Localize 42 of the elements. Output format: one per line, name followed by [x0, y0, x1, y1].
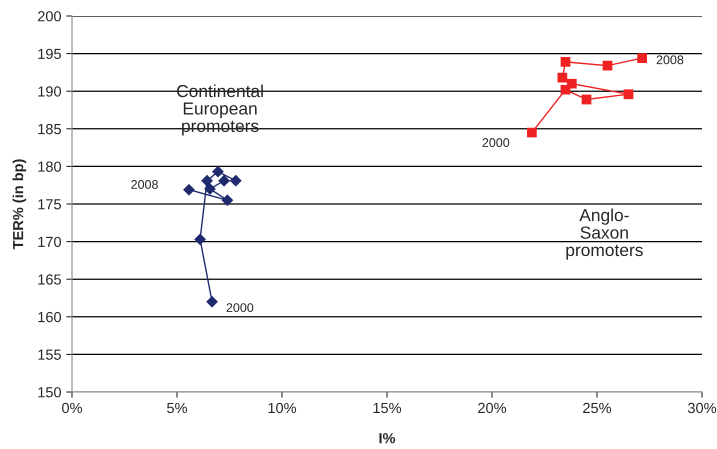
- point: [204, 183, 216, 195]
- y-tick-label: 195: [38, 48, 61, 60]
- x-tick-label: 20%: [478, 402, 506, 414]
- y-tick-label: 160: [38, 312, 62, 322]
- y-tick-label: 150: [38, 387, 62, 398]
- point: [183, 184, 195, 196]
- x-tick-label: 0%: [62, 402, 82, 414]
- point: [527, 128, 537, 138]
- annotation: 2000: [226, 303, 254, 312]
- point: [206, 296, 218, 308]
- point: [602, 60, 612, 70]
- point: [637, 53, 648, 63]
- annotation: Anglo-Saxon promoters: [566, 208, 643, 260]
- point: [566, 78, 577, 89]
- annotation: 2000: [482, 138, 510, 148]
- annotation: 2008: [656, 55, 684, 64]
- point: [201, 175, 213, 186]
- point: [222, 194, 234, 206]
- x-tick-label: 15%: [374, 402, 402, 414]
- y-tick-label: 170: [38, 236, 62, 248]
- point: [582, 94, 592, 104]
- x-tick-label: 5%: [167, 402, 188, 414]
- annotation: 2008: [131, 180, 158, 189]
- x-tick-label: 25%: [583, 402, 612, 414]
- point: [624, 89, 634, 100]
- y-tick-label: 200: [38, 11, 62, 22]
- point: [194, 234, 206, 245]
- x-tick-label: 30%: [688, 402, 716, 414]
- y-tick-label: 190: [38, 86, 62, 97]
- x-axis-title: I%: [379, 433, 396, 444]
- point: [557, 72, 568, 83]
- y-axis-title: TER% (in bp): [12, 159, 26, 250]
- point: [560, 57, 570, 67]
- y-tick-label: 155: [38, 350, 61, 360]
- y-tick-label: 175: [38, 199, 61, 210]
- x-tick-label: 10%: [268, 402, 296, 414]
- point: [212, 166, 224, 178]
- point: [230, 175, 242, 186]
- y-tick-label: 165: [38, 274, 61, 285]
- y-tick-label: 185: [38, 124, 61, 134]
- y-tick-label: 180: [38, 162, 62, 172]
- point: [218, 175, 230, 186]
